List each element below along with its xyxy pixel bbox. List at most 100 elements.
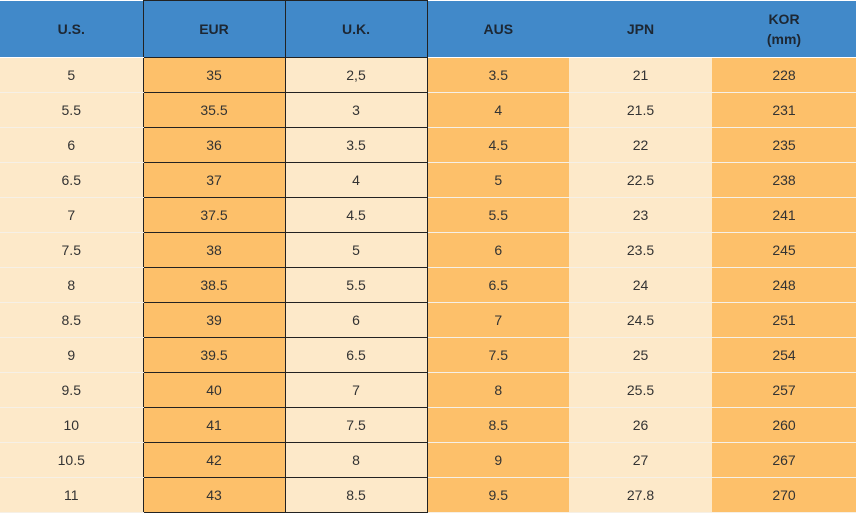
- table-cell: 6: [0, 127, 143, 163]
- table-cell: 267: [712, 442, 856, 478]
- table-cell: 7: [0, 197, 143, 233]
- table-cell: 10.5: [0, 442, 143, 478]
- table-cell: 22: [569, 127, 712, 163]
- table-row: 10.5 42 8 9 27 267: [0, 442, 856, 478]
- table-cell: 231: [712, 92, 856, 128]
- table-cell: 9.5: [427, 477, 569, 513]
- table-cell: 21.5: [569, 92, 712, 128]
- table-cell: 24: [569, 267, 712, 303]
- table-cell: 38.5: [142, 267, 286, 303]
- table-row: 9.5 40 7 8 25.5 257: [0, 372, 856, 408]
- header-cell: EUR: [142, 0, 286, 58]
- table-cell: 25.5: [569, 372, 712, 408]
- table-cell: 3: [284, 92, 428, 128]
- table-cell: 42: [142, 442, 286, 478]
- table-cell: 11: [0, 477, 143, 513]
- table-cell: 7.5: [427, 337, 569, 373]
- table-cell: 7: [427, 302, 569, 338]
- table-cell: 8.5: [284, 477, 428, 513]
- table-cell: 248: [712, 267, 856, 303]
- table-cell: 40: [142, 372, 286, 408]
- table-cell: 241: [712, 197, 856, 233]
- table-cell: 8: [427, 372, 569, 408]
- header-cell: U.K.: [284, 0, 428, 58]
- table-row: 6 36 3.5 4.5 22 235: [0, 127, 856, 163]
- header-cell: AUS: [427, 0, 569, 58]
- table-cell: 39: [142, 302, 286, 338]
- table-cell: 5.5: [0, 92, 143, 128]
- table-row: 8 38.5 5.5 6.5 24 248: [0, 267, 856, 303]
- table-cell: 245: [712, 232, 856, 268]
- table-cell: 6: [284, 302, 428, 338]
- table-cell: 27: [569, 442, 712, 478]
- table-cell: 4: [427, 92, 569, 128]
- table-cell: 7.5: [284, 407, 428, 443]
- table-cell: 8: [284, 442, 428, 478]
- table-cell: 2,5: [284, 57, 428, 93]
- table-row: 11 43 8.5 9.5 27.8 270: [0, 477, 856, 513]
- table-cell: 3.5: [427, 57, 569, 93]
- table-row: 10 41 7.5 8.5 26 260: [0, 407, 856, 443]
- header-cell: U.S.: [0, 0, 143, 58]
- table-cell: 9: [0, 337, 143, 373]
- table-cell: 228: [712, 57, 856, 93]
- table-cell: 6.5: [0, 162, 143, 198]
- table-cell: 6: [427, 232, 569, 268]
- table-cell: 6.5: [284, 337, 428, 373]
- table-cell: 39.5: [142, 337, 286, 373]
- table-cell: 238: [712, 162, 856, 198]
- table-cell: 25: [569, 337, 712, 373]
- header-cell: KOR (mm): [712, 0, 856, 58]
- table-cell: 35: [142, 57, 286, 93]
- table-cell: 254: [712, 337, 856, 373]
- table-cell: 23.5: [569, 232, 712, 268]
- table-cell: 8: [0, 267, 143, 303]
- table-cell: 7.5: [0, 232, 143, 268]
- table-cell: 38: [142, 232, 286, 268]
- table-cell: 26: [569, 407, 712, 443]
- table-cell: 37: [142, 162, 286, 198]
- table-cell: 23: [569, 197, 712, 233]
- table-cell: 9.5: [0, 372, 143, 408]
- table-cell: 5.5: [427, 197, 569, 233]
- table-cell: 8.5: [427, 407, 569, 443]
- table-row: 5 35 2,5 3.5 21 228: [0, 57, 856, 93]
- table-cell: 21: [569, 57, 712, 93]
- table-cell: 35.5: [142, 92, 286, 128]
- table-row: 7.5 38 5 6 23.5 245: [0, 232, 856, 268]
- table-row: 8.5 39 6 7 24.5 251: [0, 302, 856, 338]
- table-row: 7 37.5 4.5 5.5 23 241: [0, 197, 856, 233]
- table-row: 9 39.5 6.5 7.5 25 254: [0, 337, 856, 373]
- table-cell: 37.5: [142, 197, 286, 233]
- table-cell: 9: [427, 442, 569, 478]
- table-cell: 10: [0, 407, 143, 443]
- table-cell: 43: [142, 477, 286, 513]
- table-cell: 251: [712, 302, 856, 338]
- table-cell: 257: [712, 372, 856, 408]
- table-cell: 3.5: [284, 127, 428, 163]
- table-cell: 5: [427, 162, 569, 198]
- table-cell: 5: [0, 57, 143, 93]
- table-cell: 4.5: [427, 127, 569, 163]
- table-cell: 4.5: [284, 197, 428, 233]
- table-cell: 6.5: [427, 267, 569, 303]
- table-row: 6.5 37 4 5 22.5 238: [0, 162, 856, 198]
- table-cell: 5.5: [284, 267, 428, 303]
- table-cell: 41: [142, 407, 286, 443]
- table-row: 5.5 35.5 3 4 21.5 231: [0, 92, 856, 128]
- table-cell: 260: [712, 407, 856, 443]
- table-cell: 24.5: [569, 302, 712, 338]
- table-cell: 27.8: [569, 477, 712, 513]
- table-cell: 22.5: [569, 162, 712, 198]
- table-cell: 36: [142, 127, 286, 163]
- table-cell: 7: [284, 372, 428, 408]
- table-cell: 270: [712, 477, 856, 513]
- table-cell: 8.5: [0, 302, 143, 338]
- header-row: U.S. EUR U.K. AUS JPN KOR (mm): [0, 0, 856, 58]
- table-cell: 4: [284, 162, 428, 198]
- table-body: 5 35 2,5 3.5 21 228 5.5 35.5 3 4 21.5 231 6 36 3.5 4.5 2…: [0, 57, 856, 513]
- table-cell: 235: [712, 127, 856, 163]
- header-cell: JPN: [569, 0, 712, 58]
